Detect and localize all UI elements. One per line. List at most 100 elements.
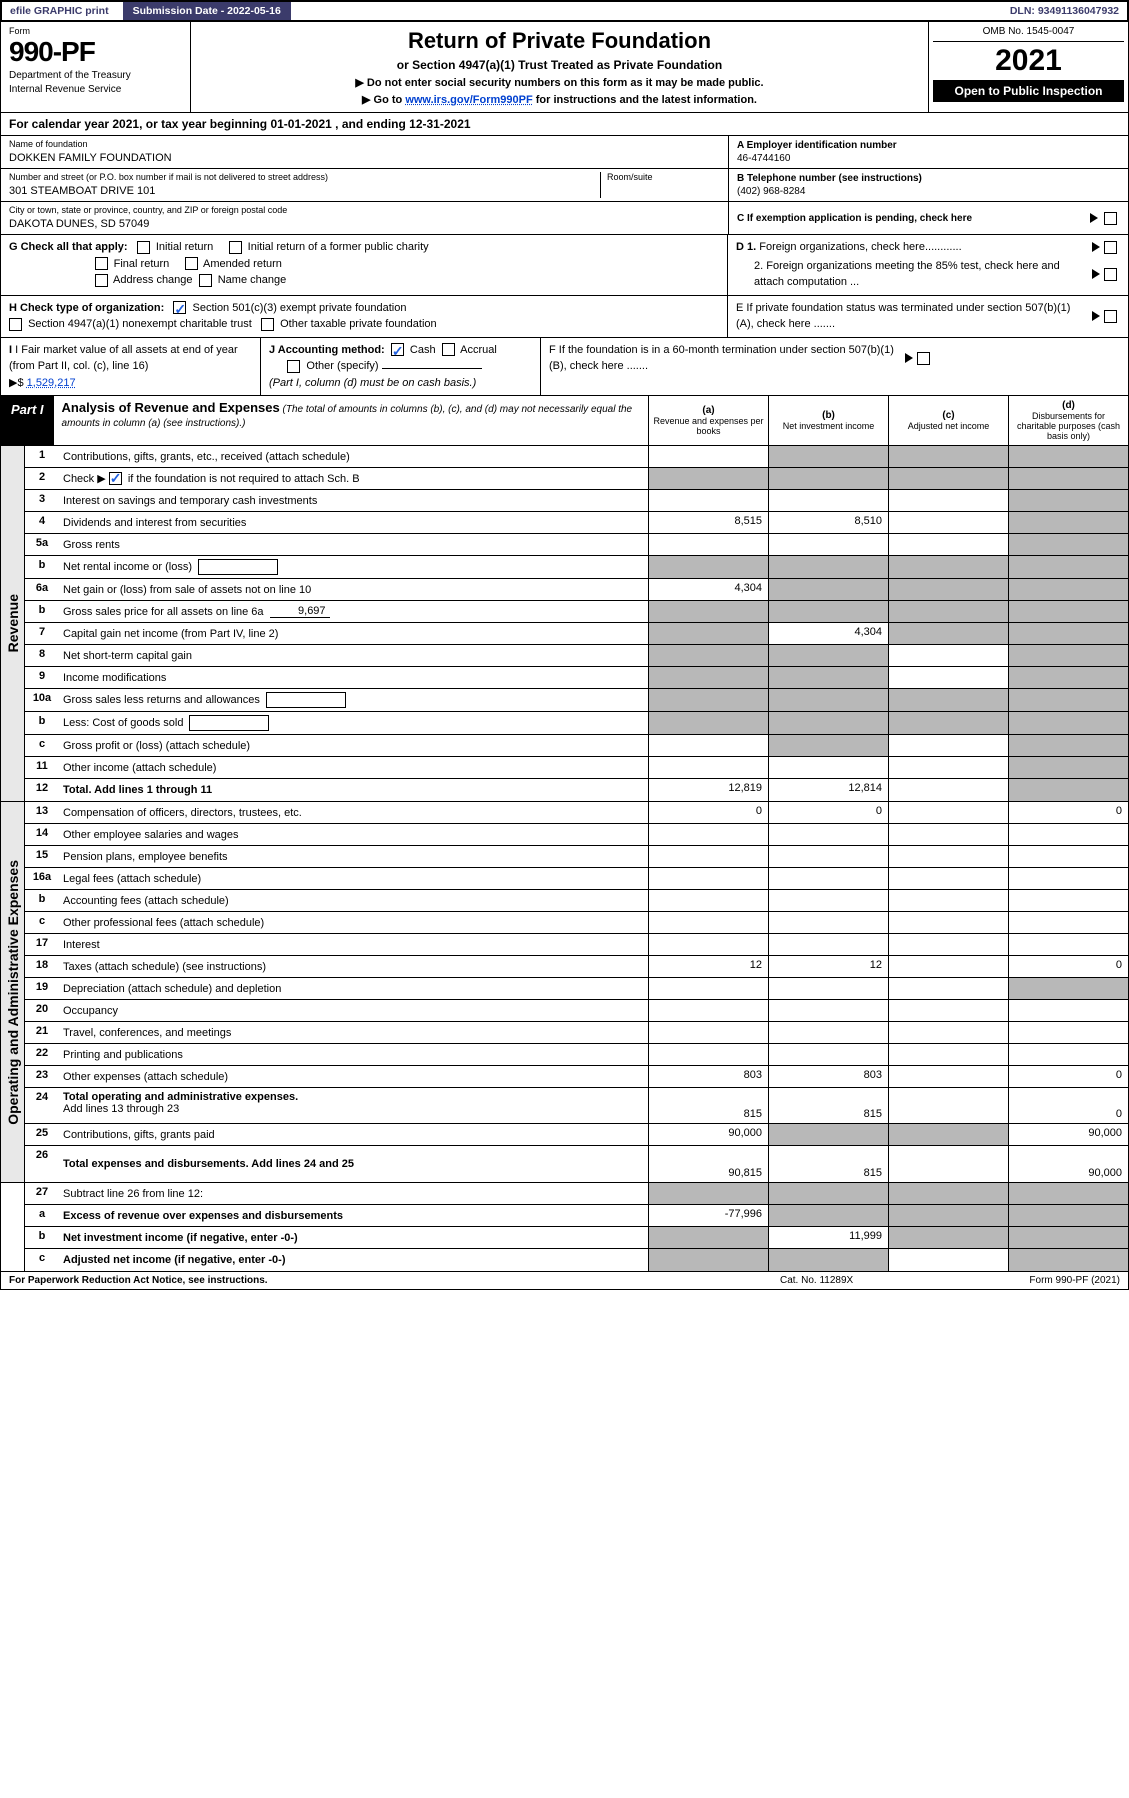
desc: Total expenses and disbursements. Add li… (59, 1146, 648, 1182)
g3-checkbox[interactable] (95, 257, 108, 270)
desc: Taxes (attach schedule) (see instruction… (59, 956, 648, 977)
desc: Occupancy (59, 1000, 648, 1021)
c-b (768, 601, 888, 622)
e-checkbox[interactable] (1104, 310, 1117, 323)
row-26: 26Total expenses and disbursements. Add … (25, 1146, 1128, 1182)
c-c (888, 1183, 1008, 1204)
c-c (888, 1022, 1008, 1043)
col-c-sub: Adjusted net income (892, 421, 1005, 431)
d1-checkbox[interactable] (1104, 241, 1117, 254)
g1-checkbox[interactable] (137, 241, 150, 254)
c-a (648, 912, 768, 933)
f-label: F If the foundation is in a 60-month ter… (549, 342, 901, 375)
instr-link[interactable]: www.irs.gov/Form990PF (405, 94, 532, 106)
i-arrow: ▶$ (9, 377, 27, 389)
row-2: 2Check ▶ if the foundation is not requir… (25, 468, 1128, 490)
c-d (1008, 824, 1128, 845)
g2-checkbox[interactable] (229, 241, 242, 254)
h2-checkbox[interactable] (9, 318, 22, 331)
c-b (768, 1124, 888, 1145)
col-a: (a) (652, 405, 765, 416)
row-25: 25Contributions, gifts, grants paid90,00… (25, 1124, 1128, 1146)
c-a: 90,000 (648, 1124, 768, 1145)
checks-row-3: I I Fair market value of all assets at e… (0, 338, 1129, 397)
room-label: Room/suite (607, 172, 720, 184)
part1-title: Analysis of Revenue and Expenses (62, 400, 280, 415)
j2-checkbox[interactable] (442, 343, 455, 356)
c-b (768, 735, 888, 756)
row-12: 12Total. Add lines 1 through 1112,81912,… (25, 779, 1128, 801)
ln: b (25, 712, 59, 734)
c-d (1008, 890, 1128, 911)
c-d: 0 (1008, 802, 1128, 823)
c-a (648, 1044, 768, 1065)
j-note: (Part I, column (d) must be on cash basi… (269, 377, 476, 389)
c-c (888, 667, 1008, 688)
c-label: C If exemption application is pending, c… (737, 212, 1084, 225)
row-24: 24Total operating and administrative exp… (25, 1088, 1128, 1124)
c-b (768, 890, 888, 911)
c-a (648, 1183, 768, 1204)
c-a: 8,515 (648, 512, 768, 533)
i-value[interactable]: 1,529,217 (27, 377, 76, 389)
c-d (1008, 912, 1128, 933)
c-c (888, 824, 1008, 845)
h1-checkbox[interactable] (173, 301, 186, 314)
c-d (1008, 645, 1128, 666)
ln: 19 (25, 978, 59, 999)
instr2-post: for instructions and the latest informat… (533, 94, 757, 106)
ln: 23 (25, 1066, 59, 1087)
c-a (648, 846, 768, 867)
c-d (1008, 1000, 1128, 1021)
row-22: 22Printing and publications (25, 1044, 1128, 1066)
d2: Add lines 13 through 23 (63, 1103, 179, 1115)
ln: 10a (25, 689, 59, 711)
c-d (1008, 623, 1128, 644)
j-section: J Accounting method: Cash Accrual Other … (261, 338, 541, 396)
c-a (648, 890, 768, 911)
row27-block: 27Subtract line 26 from line 12: aExcess… (0, 1183, 1129, 1272)
c-b (768, 824, 888, 845)
g6-checkbox[interactable] (199, 274, 212, 287)
g4-checkbox[interactable] (185, 257, 198, 270)
desc: Other professional fees (attach schedule… (59, 912, 648, 933)
c-b: 803 (768, 1066, 888, 1087)
c-c (888, 1146, 1008, 1182)
c-c (888, 1000, 1008, 1021)
h-label: H Check type of organization: (9, 302, 164, 314)
c-b (768, 1000, 888, 1021)
desc: Check ▶ if the foundation is not require… (59, 468, 648, 489)
c-b (768, 712, 888, 734)
h3-checkbox[interactable] (261, 318, 274, 331)
g5-checkbox[interactable] (95, 274, 108, 287)
desc: Other employee salaries and wages (59, 824, 648, 845)
d2-checkbox[interactable] (1104, 268, 1117, 281)
desc: Net gain or (loss) from sale of assets n… (59, 579, 648, 600)
c-d (1008, 667, 1128, 688)
info-left: Name of foundation DOKKEN FAMILY FOUNDAT… (1, 136, 728, 234)
form-ref: Form 990-PF (2021) (980, 1275, 1120, 1286)
j1-checkbox[interactable] (391, 343, 404, 356)
c-c (888, 890, 1008, 911)
c-b (768, 689, 888, 711)
col-c-head: (c)Adjusted net income (888, 396, 1008, 445)
j3-checkbox[interactable] (287, 360, 300, 373)
dept-treasury: Department of the Treasury (9, 70, 182, 82)
c-checkbox[interactable] (1104, 212, 1117, 225)
g6-label: Name change (218, 274, 287, 286)
f-checkbox[interactable] (917, 352, 930, 365)
c-a (648, 689, 768, 711)
c-b (768, 667, 888, 688)
c-c (888, 1124, 1008, 1145)
revenue-label: Revenue (5, 594, 21, 652)
c-a (648, 667, 768, 688)
expenses-rows: 13Compensation of officers, directors, t… (25, 802, 1128, 1182)
col-d-head: (d)Disbursements for charitable purposes… (1008, 396, 1128, 445)
c-c (888, 490, 1008, 511)
arrow-icon (1092, 242, 1100, 252)
schb-checkbox[interactable] (109, 472, 122, 485)
c-d: 0 (1008, 1066, 1128, 1087)
g5-label: Address change (113, 274, 193, 286)
c-d (1008, 846, 1128, 867)
c-d (1008, 868, 1128, 889)
